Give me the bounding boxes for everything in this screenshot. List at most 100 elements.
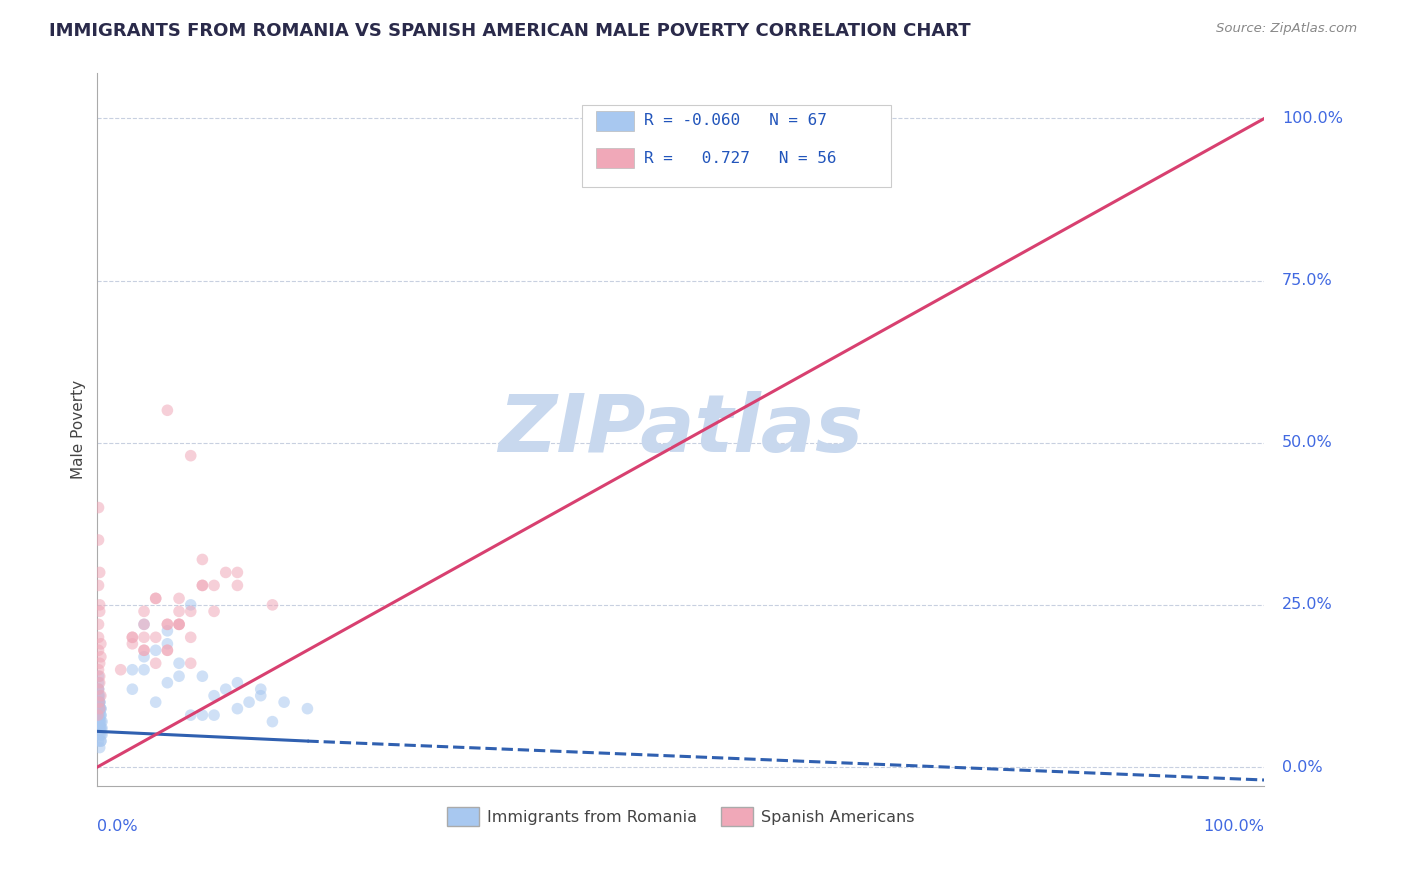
Text: 25.0%: 25.0% [1282,598,1333,613]
Point [167,617,190,632]
Point [167,617,190,632]
Point [191,669,214,683]
Point [89,695,111,709]
Text: R = -0.060   N = 67: R = -0.060 N = 67 [644,113,827,128]
Text: 75.0%: 75.0% [1282,273,1333,288]
Point [89,695,111,709]
Point [89,669,111,683]
Point [249,689,271,703]
Point [238,695,260,709]
Point [145,695,167,709]
Text: 0.0%: 0.0% [1282,759,1323,774]
Point [180,449,202,463]
Point [226,675,249,690]
Point [87,682,110,697]
Point [202,689,225,703]
Point [89,740,111,755]
Point [87,669,110,683]
Point [167,657,190,671]
Point [145,630,167,644]
Point [156,637,179,651]
Point [132,617,155,632]
Point [87,630,110,644]
Point [89,701,111,715]
Point [156,617,179,632]
Point [89,714,111,729]
Point [121,682,143,697]
Text: IMMIGRANTS FROM ROMANIA VS SPANISH AMERICAN MALE POVERTY CORRELATION CHART: IMMIGRANTS FROM ROMANIA VS SPANISH AMERI… [49,22,970,40]
Point [167,669,190,683]
Point [167,591,190,606]
Point [87,617,110,632]
Point [121,630,143,644]
Point [90,721,112,735]
Point [87,695,110,709]
Point [121,630,143,644]
Point [145,591,167,606]
Point [89,604,111,618]
Point [202,578,225,592]
Text: R =   0.727   N = 56: R = 0.727 N = 56 [644,151,837,166]
Point [156,643,179,657]
Point [90,708,112,723]
Point [90,721,112,735]
Point [132,604,155,618]
Point [89,689,111,703]
Point [90,708,112,723]
Point [202,708,225,723]
Point [191,708,214,723]
Point [89,695,111,709]
Point [121,637,143,651]
Point [156,624,179,638]
Legend: Immigrants from Romania, Spanish Americans: Immigrants from Romania, Spanish America… [441,801,921,832]
Point [87,682,110,697]
Point [87,708,110,723]
Text: 50.0%: 50.0% [1282,435,1333,450]
Point [87,500,110,515]
Point [87,689,110,703]
Point [89,675,111,690]
Point [90,734,112,748]
Point [87,675,110,690]
Text: 100.0%: 100.0% [1204,819,1264,834]
Point [89,728,111,742]
Point [90,734,112,748]
Text: 100.0%: 100.0% [1282,111,1343,126]
Point [180,708,202,723]
Point [226,578,249,592]
Point [167,604,190,618]
Point [180,657,202,671]
FancyBboxPatch shape [596,148,634,168]
Point [89,566,111,580]
Point [249,682,271,697]
Point [90,714,112,729]
Point [89,721,111,735]
Point [156,617,179,632]
Point [91,714,114,729]
Point [87,643,110,657]
Point [167,617,190,632]
Text: ZIPatlas: ZIPatlas [498,391,863,468]
Point [87,701,110,715]
Point [89,714,111,729]
Point [87,708,110,723]
Point [180,630,202,644]
Point [262,714,284,729]
Point [132,663,155,677]
Point [87,578,110,592]
Point [90,728,112,742]
Point [262,598,284,612]
Point [87,728,110,742]
Y-axis label: Male Poverty: Male Poverty [72,380,86,479]
Point [87,708,110,723]
Point [110,663,132,677]
Point [89,708,111,723]
Point [132,643,155,657]
Point [226,701,249,715]
Point [191,578,214,592]
Point [297,701,319,715]
Point [91,728,114,742]
Point [90,689,112,703]
Point [180,604,202,618]
Text: 0.0%: 0.0% [97,819,138,834]
